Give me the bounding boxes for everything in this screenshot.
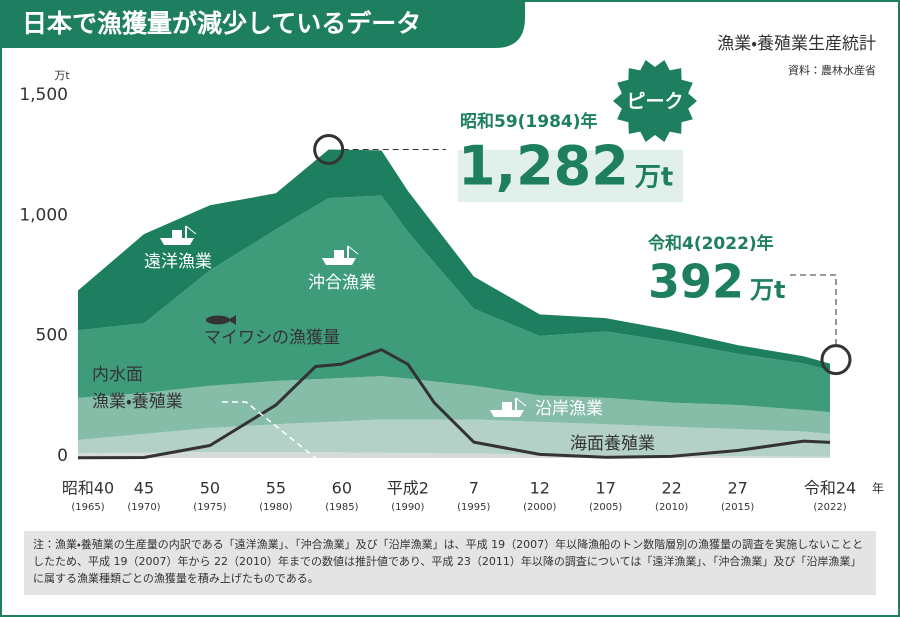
end-unit: 万t (750, 276, 785, 304)
x-tick-label: 7 (469, 479, 479, 498)
series-label: 遠洋漁業 (144, 252, 212, 272)
source-title: 漁業・養殖業生産統計 (717, 34, 876, 54)
boat-icon (490, 397, 527, 417)
series-label: 海面養殖業 (570, 434, 655, 454)
fish-body (206, 315, 230, 325)
x-tick-label: 50 (200, 479, 220, 498)
series-label: 内水面 (92, 365, 143, 385)
end-marker (820, 344, 852, 376)
x-tick-sublabel: (1975) (193, 502, 226, 513)
boat-rope (515, 397, 527, 407)
x-tick-sublabel: (2000) (523, 502, 556, 513)
header-tab (0, 0, 525, 48)
x-tick-sublabel: (2022) (813, 502, 846, 513)
area-band (78, 419, 830, 457)
x-tick-label: 12 (530, 479, 550, 498)
inland-leader (222, 401, 319, 461)
peak-highlight (458, 150, 683, 202)
page-title: 日本で漁獲量が減少しているデータ (22, 9, 421, 38)
x-tick-sublabel: (1985) (325, 502, 358, 513)
end-value: 392 (648, 255, 744, 309)
x-tick-label: 45 (134, 479, 154, 498)
boat-rope (185, 225, 197, 235)
series-label: 沿岸漁業 (535, 399, 603, 419)
x-tick-label: 平成2 (387, 479, 429, 498)
note: 注：漁業・養殖業の生産量の内訳である「遠洋漁業」、「沖合漁業」及び「沿岸漁業」は… (24, 531, 876, 595)
area-band (78, 195, 830, 413)
x-tick-label: 令和24 (804, 479, 856, 498)
sardine-label: マイワシの漁獲量 (204, 328, 340, 348)
boat-hull (322, 258, 356, 265)
x-tick-sublabel: (1965) (71, 502, 104, 513)
boat-rope (347, 245, 359, 255)
end-period: 令和4(2022)年 (647, 233, 774, 254)
x-tick-label: 昭和40 (62, 479, 114, 498)
peak-badge (613, 60, 697, 142)
x-tick-sublabel: (1980) (259, 502, 292, 513)
y-tick-label: 1,500 (19, 85, 68, 105)
boat-cabin (502, 402, 512, 410)
peak-period: 昭和59(1984)年 (460, 111, 598, 132)
x-tick-sublabel: (1990) (391, 502, 424, 513)
y-unit: 万t (54, 69, 70, 82)
x-tick-sublabel: (2015) (721, 502, 754, 513)
peak-value: 1,282 (458, 135, 629, 198)
boat-icon (322, 245, 359, 265)
x-tick-label: 60 (332, 479, 352, 498)
sardine-line (77, 348, 831, 460)
y-tick-label: 500 (36, 326, 68, 346)
area-band (78, 149, 830, 371)
x-tick-label: 27 (727, 479, 747, 498)
boat-hull (160, 238, 194, 245)
peak-unit: 万t (635, 163, 673, 193)
x-tick-label: 55 (266, 479, 286, 498)
boat-cabin (334, 250, 344, 258)
x-tick-label: 17 (596, 479, 616, 498)
end-leader (790, 274, 837, 346)
y-tick-label: 1,000 (19, 205, 68, 225)
peak-badge-label: ピーク (626, 91, 683, 113)
area-band (78, 376, 830, 440)
x-tick-sublabel: (2005) (589, 502, 622, 513)
fish-tail (228, 315, 236, 325)
x-tick-sublabel: (2010) (655, 502, 688, 513)
x-unit: 年 (872, 482, 884, 496)
source: 資料：農林水産省 (788, 63, 876, 77)
x-tick-sublabel: (1970) (127, 502, 160, 513)
x-tick-sublabel: (1995) (457, 502, 490, 513)
series-label: 沖合漁業 (308, 273, 376, 293)
series-label: 漁業・養殖業 (92, 392, 183, 412)
x-tick-label: 22 (662, 479, 682, 498)
boat-cabin (172, 230, 182, 238)
boat-icon (160, 225, 197, 245)
boat-hull (490, 410, 524, 417)
fish-icon (206, 315, 236, 325)
y-tick-label: 0 (57, 446, 68, 466)
